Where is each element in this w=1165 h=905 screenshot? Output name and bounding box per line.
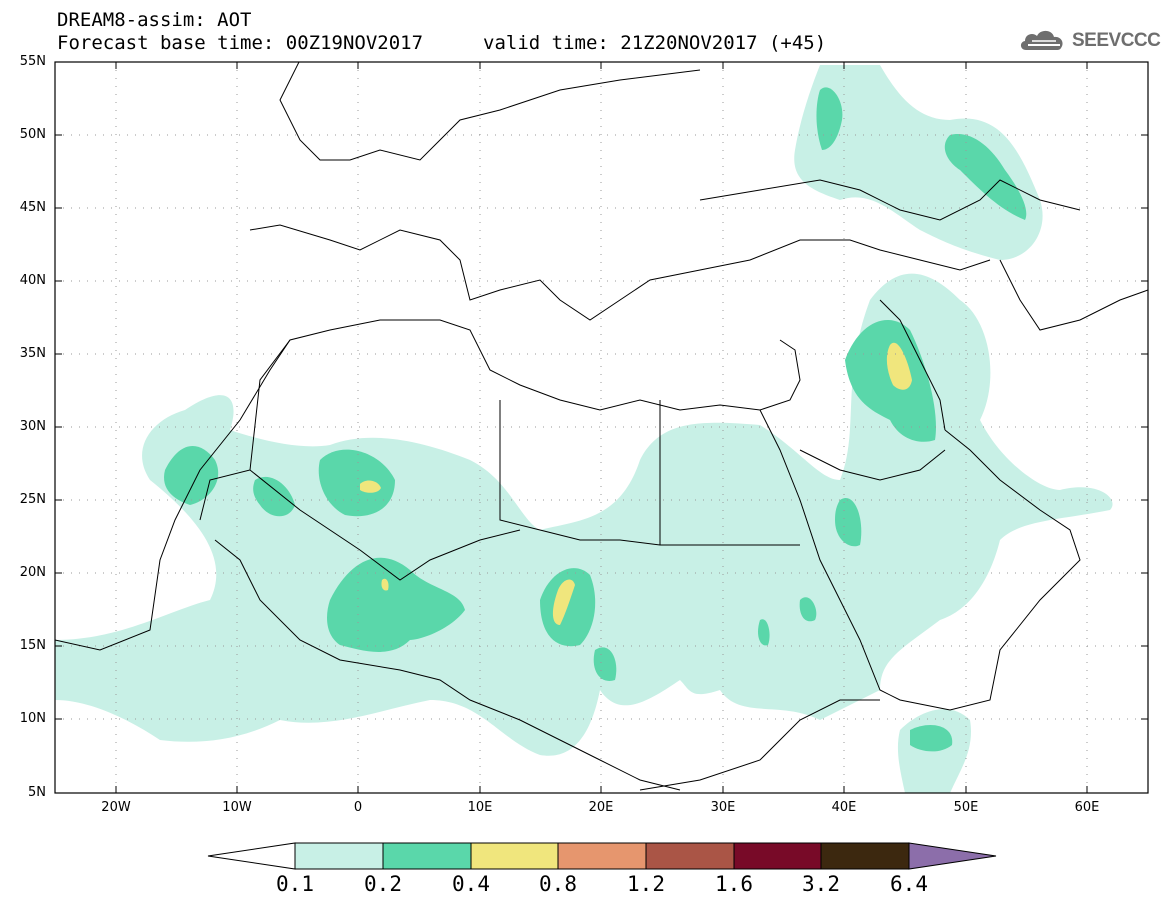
colorbar-label: 0.1 (276, 872, 314, 896)
lon-label: 50E (953, 800, 979, 815)
colorbar-label: 0.2 (364, 872, 402, 896)
lon-label: 40E (831, 800, 857, 815)
lat-label: 5N (28, 785, 46, 800)
coastlines (55, 62, 1148, 791)
colorbar-under-arrow (207, 842, 296, 870)
colorbar (207, 842, 997, 870)
lat-label: 40N (19, 273, 46, 288)
lat-label: 35N (19, 346, 46, 361)
colorbar-label: 0.4 (452, 872, 490, 896)
lat-label: 45N (19, 200, 46, 215)
colorbar-segment (820, 842, 910, 870)
lat-label: 50N (19, 127, 46, 142)
lon-label: 10E (467, 800, 493, 815)
lat-label: 30N (19, 419, 46, 434)
lat-label: 25N (19, 492, 46, 507)
colorbar-label: 1.6 (715, 872, 753, 896)
colorbar-segment (294, 842, 384, 870)
lon-label: 30E (710, 800, 736, 815)
lat-label: 20N (19, 565, 46, 580)
colorbar-segment (557, 842, 647, 870)
lat-label: 55N (19, 54, 46, 69)
axis-ticks (55, 61, 1148, 793)
lon-label: 20E (588, 800, 614, 815)
lon-label: 60E (1074, 800, 1100, 815)
colorbar-over-arrow (908, 842, 997, 870)
colorbar-segment (470, 842, 559, 870)
colorbar-segment (382, 842, 472, 870)
lon-label: 0 (353, 800, 363, 815)
colorbar-segment (645, 842, 735, 870)
lon-label: 20W (101, 800, 131, 815)
map-title: DREAM8-assim: AOT (57, 9, 252, 31)
colorbar-label: 6.4 (890, 872, 928, 896)
valid-time: valid time: 21Z20NOV2017 (+45) (483, 32, 827, 54)
lon-label: 10W (222, 800, 252, 815)
colorbar-segment (733, 842, 822, 870)
colorbar-label: 0.8 (539, 872, 577, 896)
lat-label: 15N (19, 638, 46, 653)
aot-level-0.2 (164, 87, 1027, 752)
cloud-icon (1020, 30, 1063, 50)
seevccc-logo: SEEVCCC (1018, 26, 1161, 56)
colorbar-label: 3.2 (802, 872, 840, 896)
aot-level-0.4 (360, 342, 912, 625)
aot-shading (55, 65, 1113, 793)
logo-text: SEEVCCC (1072, 30, 1161, 51)
lat-label: 10N (19, 711, 46, 726)
colorbar-label: 1.2 (627, 872, 665, 896)
forecast-base-time: Forecast base time: 00Z19NOV2017 (57, 32, 424, 54)
